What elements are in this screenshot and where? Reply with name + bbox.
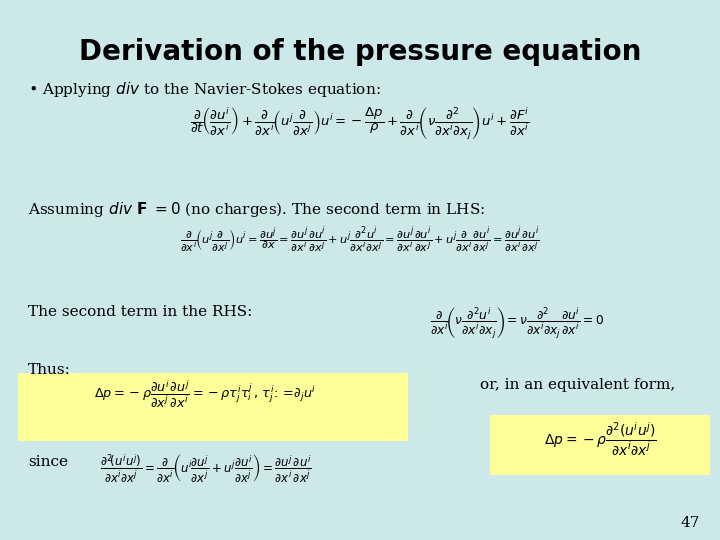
Text: $\dfrac{\partial}{\partial x^i}\!\left(u^j\dfrac{\partial}{\partial x^j}\right)u: $\dfrac{\partial}{\partial x^i}\!\left(u… <box>180 225 540 255</box>
Text: 47: 47 <box>680 516 700 530</box>
Text: or, in an equivalent form,: or, in an equivalent form, <box>480 378 675 392</box>
Text: Derivation of the pressure equation: Derivation of the pressure equation <box>78 38 642 66</box>
Text: The second term in the RHS:: The second term in the RHS: <box>28 305 253 319</box>
Bar <box>18 373 408 441</box>
Text: $\Delta p=-\rho\dfrac{\partial^2(u^i u^j)}{\partial x^i\partial x^j}$: $\Delta p=-\rho\dfrac{\partial^2(u^i u^j… <box>544 420 657 457</box>
Text: $\bullet$: $\bullet$ <box>28 80 37 95</box>
Bar <box>490 415 710 475</box>
Text: $\dfrac{\partial}{\partial t}\!\left(\dfrac{\partial u^i}{\partial x^i}\right)+\: $\dfrac{\partial}{\partial t}\!\left(\df… <box>190 105 530 142</box>
Text: Thus:: Thus: <box>28 363 71 377</box>
Text: $\dfrac{\partial}{\partial x^i}\!\left(\nu\dfrac{\partial^2 u^i}{\partial x^i\pa: $\dfrac{\partial}{\partial x^i}\!\left(\… <box>430 305 604 341</box>
Text: Applying $\mathit{div}$ to the Navier-Stokes equation:: Applying $\mathit{div}$ to the Navier-St… <box>42 80 381 99</box>
Text: $\dfrac{\partial^2\!\left(u^i u^j\right)}{\partial x^i\partial x^j}=\dfrac{\part: $\dfrac{\partial^2\!\left(u^i u^j\right)… <box>100 453 312 485</box>
Text: $\Delta p=-\rho\dfrac{\partial u^i}{\partial x^j}\dfrac{\partial u^j}{\partial x: $\Delta p=-\rho\dfrac{\partial u^i}{\par… <box>94 378 316 410</box>
Text: since: since <box>28 455 68 469</box>
Text: Assuming $\mathit{div}$ $\mathbf{F}$ $=0$ (no charges). The second term in LHS:: Assuming $\mathit{div}$ $\mathbf{F}$ $=0… <box>28 200 485 219</box>
